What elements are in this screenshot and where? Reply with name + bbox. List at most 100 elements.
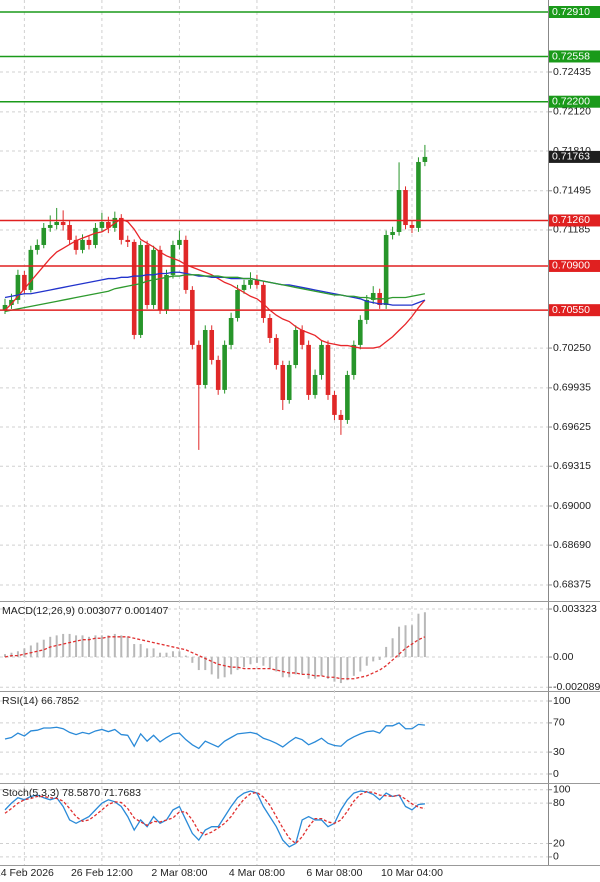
histogram-bar [268,657,271,669]
candle-body [67,225,72,240]
candle-body [228,318,234,345]
indicator-line [4,274,426,313]
histogram-bar [197,657,200,671]
histogram-bar [365,657,368,666]
y-tick-label: 0.68375 [553,579,591,591]
histogram-bar [126,636,129,658]
level-label-box [549,259,600,272]
histogram-bar [339,657,342,684]
histogram-bar [178,651,181,658]
x-tick-label: 4 Mar 08:00 [229,867,285,879]
histogram-bar [385,646,388,658]
candle-body [351,344,357,375]
indicator-title: RSI(14) 66.7852 [2,695,79,707]
histogram-bar [243,657,246,668]
y-tick-label: 0.71495 [553,185,591,197]
histogram-bar [184,655,187,658]
candle-body [267,318,273,338]
x-tick-label: 6 Mar 08:00 [306,867,362,879]
candle-body [99,221,105,228]
histogram-bar [398,626,401,658]
histogram-bar [204,657,207,671]
histogram-bar [230,657,233,675]
histogram-bar [314,657,317,679]
candle-body [409,225,415,228]
histogram-bar [217,657,220,679]
candle-body [209,330,215,360]
level-label-box [549,6,600,19]
candle-body [41,227,47,245]
candle-body [2,304,8,311]
candle-body [202,330,208,385]
y-tick-label: 0.69315 [553,460,591,472]
histogram-bar [171,651,174,658]
candle-body [338,414,344,420]
histogram-bar [288,657,291,678]
y-tick-label: 0.00 [553,651,574,663]
candle-body [73,239,79,250]
candle-body [325,344,331,395]
y-tick-label: 20 [553,837,565,849]
level-label: 0.71260 [552,214,590,226]
y-tick-label: 70 [553,717,565,729]
candle-body [93,227,98,245]
indicator-title: MACD(12,26,9) 0.003077 0.001407 [2,605,169,617]
candle-body [80,239,85,250]
indicator-line [4,271,426,306]
candle-body [86,239,92,245]
candle-body [106,221,111,228]
level-label: 0.70550 [552,304,590,316]
histogram-bar [307,657,310,679]
y-tick-label: 0.71185 [553,224,590,236]
candle-body [370,292,376,300]
indicator-title: Stoch(5,3,3) 78.5870 71.7683 [2,787,141,799]
candle-body [332,394,337,415]
histogram-bar [81,635,84,658]
candle-body [170,244,176,275]
level-label-box [549,50,600,63]
candle-body [383,234,389,305]
candle-body [293,330,298,366]
histogram-bar [68,633,71,658]
last-price-box [549,150,600,163]
histogram-bar [36,642,39,658]
level-label: 0.72200 [552,95,590,107]
candle-body [345,374,350,420]
level-label-box [549,304,600,317]
histogram-bar [391,638,394,658]
candle-body [151,249,156,305]
candle-body [222,344,227,390]
candle-body [60,221,66,226]
candle-body [125,239,131,242]
histogram-bar [42,639,45,658]
y-tick-label: 0.69935 [553,382,591,394]
histogram-bar [146,648,149,658]
candle-body [47,225,53,228]
candle-body [312,374,318,395]
candle-body [28,249,34,290]
y-tick-label: 80 [553,797,565,809]
histogram-bar [223,657,226,678]
histogram-bar [423,612,426,658]
candle-body [196,344,202,385]
level-label: 0.72558 [552,50,590,62]
histogram-bar [10,652,13,658]
candle-body [254,279,260,285]
candle-body [35,244,40,250]
x-tick-label: 10 Mar 04:00 [381,867,443,879]
histogram-bar [249,657,252,665]
y-tick-label: 30 [553,746,565,758]
last-price-label: 0.71763 [552,151,590,163]
histogram-bar [107,635,110,658]
y-tick-label: 0.72120 [553,106,591,118]
y-tick-label: 0.68690 [553,539,591,551]
histogram-bar [16,651,19,658]
level-label-box [549,214,600,227]
candle-body [215,359,221,390]
y-tick-label: 100 [553,783,571,795]
candle-body [390,231,395,235]
x-tick-label: 24 Feb 2026 [0,867,54,879]
histogram-bar [165,652,168,658]
